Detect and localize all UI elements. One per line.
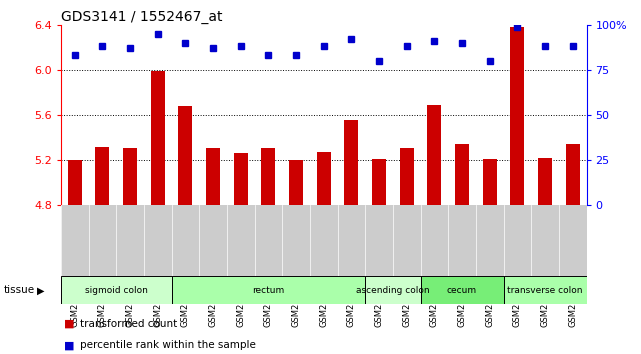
Bar <box>483 159 497 205</box>
Bar <box>365 276 420 304</box>
Bar <box>178 106 192 205</box>
Text: GDS3141 / 1552467_at: GDS3141 / 1552467_at <box>61 10 222 24</box>
Bar <box>123 148 137 205</box>
Text: sigmoid colon: sigmoid colon <box>85 286 147 295</box>
Bar <box>428 105 441 205</box>
Text: ■: ■ <box>64 319 74 329</box>
Bar <box>566 144 579 205</box>
Bar <box>172 276 365 304</box>
Bar <box>151 71 165 205</box>
Bar <box>262 148 275 205</box>
Bar <box>455 144 469 205</box>
Text: transverse colon: transverse colon <box>507 286 583 295</box>
Bar <box>317 152 331 205</box>
Text: percentile rank within the sample: percentile rank within the sample <box>80 340 256 350</box>
Text: rectum: rectum <box>253 286 285 295</box>
Bar <box>510 27 524 205</box>
Text: cecum: cecum <box>447 286 477 295</box>
Bar <box>234 153 247 205</box>
Bar <box>420 276 504 304</box>
Text: ■: ■ <box>64 340 74 350</box>
Bar <box>400 148 413 205</box>
Bar <box>372 159 386 205</box>
Text: transformed count: transformed count <box>80 319 178 329</box>
Bar <box>206 148 220 205</box>
Bar <box>61 276 172 304</box>
Bar <box>68 160 81 205</box>
Bar <box>538 158 552 205</box>
Bar <box>504 276 587 304</box>
Text: ascending colon: ascending colon <box>356 286 429 295</box>
Bar <box>344 120 358 205</box>
Bar <box>96 147 110 205</box>
Text: tissue: tissue <box>3 285 35 295</box>
Bar <box>289 160 303 205</box>
Text: ▶: ▶ <box>37 285 45 295</box>
